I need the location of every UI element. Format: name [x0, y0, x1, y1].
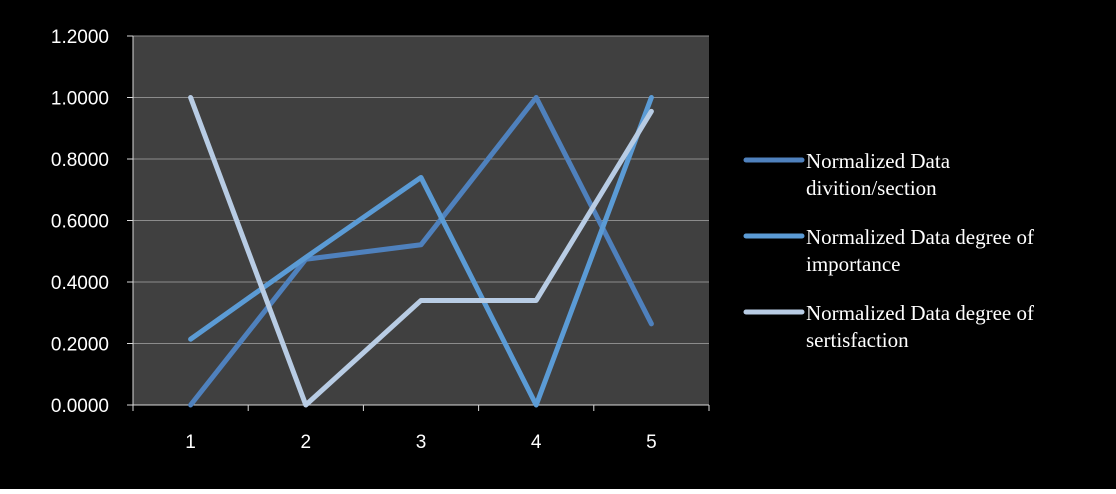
- x-tick-label: 5: [646, 432, 657, 453]
- legend-label: importance: [806, 252, 900, 276]
- y-tick-label: 0.4000: [51, 273, 109, 294]
- y-tick-label: 0.6000: [51, 212, 109, 233]
- gridlines: [133, 35, 709, 344]
- legend-label: Normalized Data degree of: [806, 225, 1034, 249]
- legend-label: sertisfaction: [806, 328, 909, 352]
- x-tick-label: 4: [531, 432, 542, 453]
- axes: 0.0000 0.2000 0.4000 0.6000 0.8000 1.0000 1.20…: [51, 27, 710, 453]
- x-tick-label: 1: [185, 432, 196, 453]
- series-line-3: [188, 95, 654, 408]
- legend-label: divition/section: [806, 176, 937, 200]
- y-tick-label: 0.2000: [51, 335, 109, 356]
- legend-label: Normalized Data degree of: [806, 301, 1034, 325]
- y-tick-label: 1.0000: [51, 89, 109, 110]
- legend-label: Normalized Data: [806, 149, 951, 173]
- y-tick-label: 1.2000: [51, 27, 109, 48]
- y-tick-label: 0.8000: [51, 150, 109, 171]
- x-tick-label: 3: [416, 432, 427, 453]
- series-lines: [188, 95, 654, 408]
- x-tick-label: 2: [301, 432, 312, 453]
- legend: Normalized Data divition/section Normalize…: [743, 149, 1034, 352]
- y-tick-label: 0.0000: [51, 396, 109, 417]
- series-line-2: [188, 95, 654, 408]
